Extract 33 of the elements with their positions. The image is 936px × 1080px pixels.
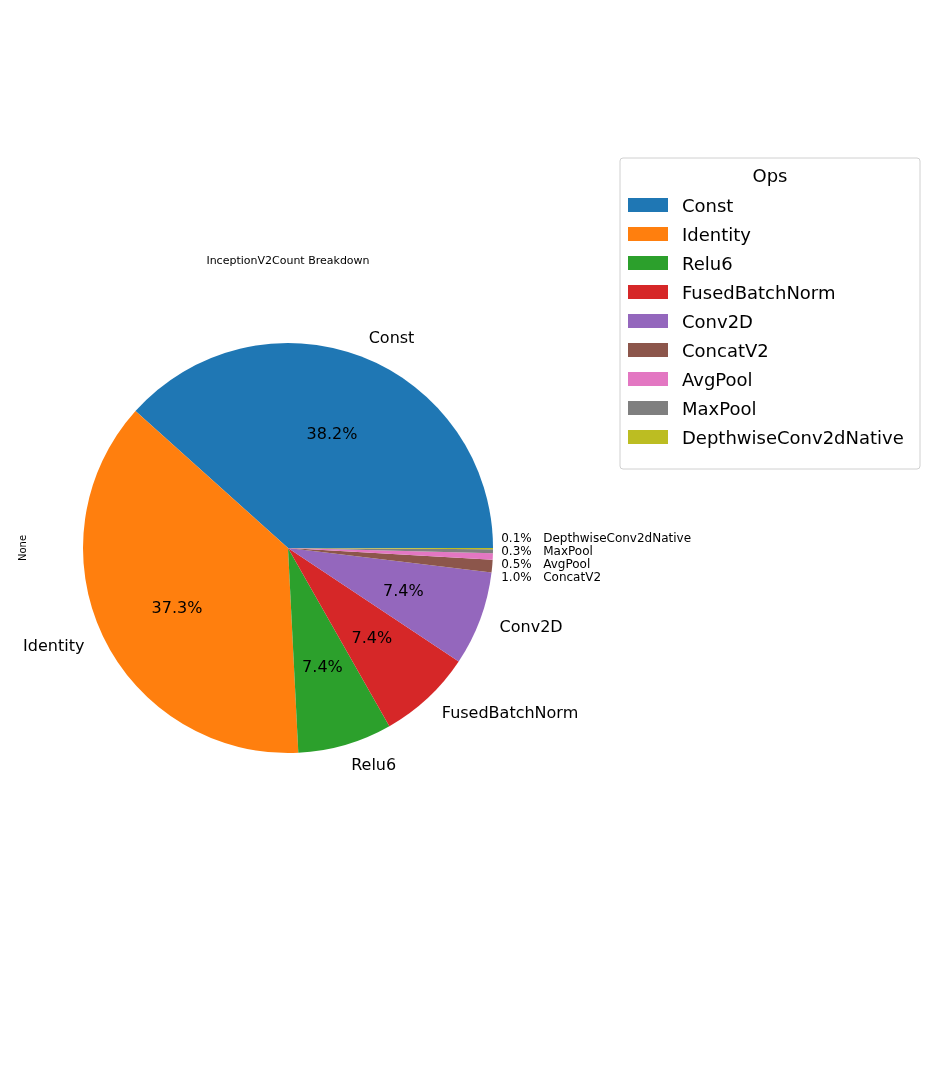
slice-label: FusedBatchNorm bbox=[441, 703, 579, 723]
slice-label: Identity bbox=[23, 635, 85, 655]
slice-label: Relu6 bbox=[351, 754, 397, 774]
slice-label: Conv2D bbox=[499, 616, 563, 636]
data-label: 7.4% bbox=[302, 656, 343, 676]
data-label: 37.3% bbox=[151, 598, 203, 618]
category-label: ConcatV2 bbox=[543, 569, 602, 584]
data-label: 0.5% bbox=[501, 556, 532, 571]
category-label: DepthwiseConv2dNative bbox=[543, 530, 692, 545]
text: InceptionV2Count Breakdown bbox=[206, 254, 370, 267]
legend-label: Relu6 bbox=[682, 252, 733, 274]
legend-label: ConcatV2 bbox=[682, 339, 769, 361]
legend-label: MaxPool bbox=[682, 397, 757, 419]
data-label: 38.2% bbox=[306, 423, 358, 443]
legend-label: AvgPool bbox=[682, 368, 753, 390]
legend-title: Ops bbox=[752, 165, 788, 186]
data-label: 7.4% bbox=[351, 628, 393, 648]
legend-label: Conv2D bbox=[682, 310, 753, 332]
legend-label: DepthwiseConv2dNative bbox=[682, 426, 904, 448]
data-label: 1.0% bbox=[501, 569, 532, 584]
legend-label: Const bbox=[682, 194, 734, 216]
slice-label: Const bbox=[368, 327, 415, 347]
category-label: AvgPool bbox=[543, 556, 591, 571]
category-label: MaxPool bbox=[543, 543, 593, 558]
pie-slice bbox=[135, 343, 493, 548]
legend-label: Identity bbox=[682, 223, 752, 245]
data-label: 0.1% bbox=[501, 530, 532, 545]
pie-slice bbox=[83, 411, 299, 753]
data-label: 0.3% bbox=[501, 543, 532, 558]
pie-slice bbox=[288, 548, 492, 662]
data-label: 7.4% bbox=[383, 581, 424, 601]
text: None bbox=[17, 534, 28, 562]
legend-label: FusedBatchNorm bbox=[682, 281, 836, 303]
